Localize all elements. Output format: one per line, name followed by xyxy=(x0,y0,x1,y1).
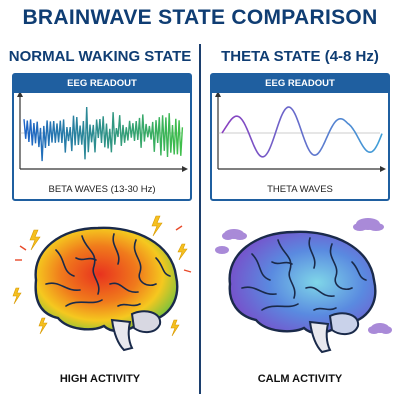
right-eeg-panel: EEG READOUT THETA WAVES xyxy=(210,73,390,201)
cloud-icon xyxy=(215,218,392,334)
right-activity-label: CALM ACTIVITY xyxy=(257,373,343,385)
left-eeg-panel: EEG READOUT BETA WAVES (13-30 Hz) xyxy=(12,73,192,201)
beta-wave-range: (13-30 Hz) xyxy=(110,184,156,195)
theta-wave-plot xyxy=(215,93,386,172)
beta-wave-plot xyxy=(17,93,188,172)
brain-calm-icon xyxy=(215,218,392,354)
theta-wave-name: THETA WAVES xyxy=(267,184,333,195)
theta-wave-line xyxy=(221,106,383,158)
left-panel-header: EEG READOUT xyxy=(14,75,190,93)
right-heading: THETA STATE (4-8 Hz) xyxy=(221,48,379,65)
left-activity-label: HIGH ACTIVITY xyxy=(59,373,141,385)
page-title: BRAINWAVE STATE COMPARISON xyxy=(22,6,378,29)
right-panel-caption: THETA WAVES xyxy=(212,184,388,195)
right-panel-header: EEG READOUT xyxy=(212,75,388,93)
lightning-bolt-icon xyxy=(12,215,188,337)
brain-heatmap-icon xyxy=(12,215,192,352)
left-heading: NORMAL WAKING STATE xyxy=(8,48,192,65)
beta-wave-name: BETA WAVES xyxy=(48,184,108,195)
left-panel-caption: BETA WAVES (13-30 Hz) xyxy=(14,184,190,195)
beta-wave-line xyxy=(23,106,184,162)
column-divider xyxy=(199,44,201,394)
